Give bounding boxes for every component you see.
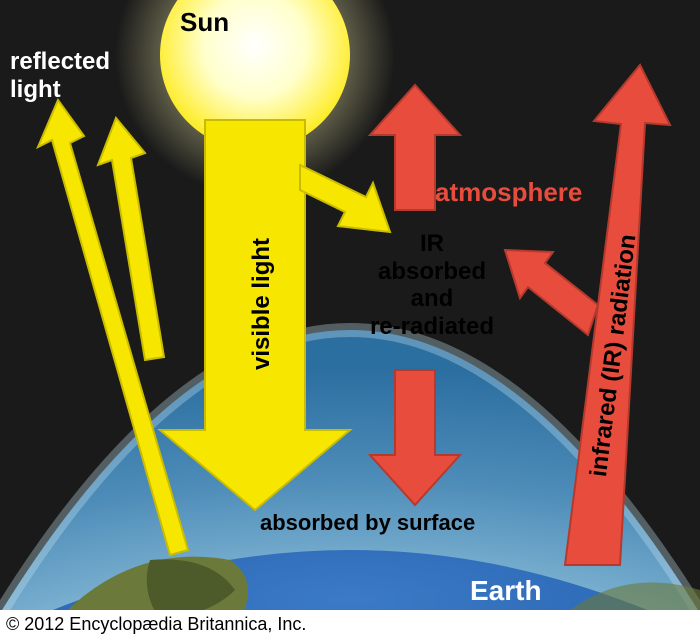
label-ir-block: IR absorbed and re-radiated xyxy=(352,230,512,340)
label-visible-light: visible light xyxy=(248,238,276,370)
label-copyright: © 2012 Encyclopædia Britannica, Inc. xyxy=(6,614,306,635)
label-atmosphere: atmosphere xyxy=(435,178,582,208)
label-sun: Sun xyxy=(180,8,229,38)
label-absorbed-surface: absorbed by surface xyxy=(260,510,475,535)
label-reflected: reflected light xyxy=(10,48,110,103)
label-earth: Earth xyxy=(470,575,542,607)
greenhouse-diagram: Sun reflected light visible light atmosp… xyxy=(0,0,700,643)
